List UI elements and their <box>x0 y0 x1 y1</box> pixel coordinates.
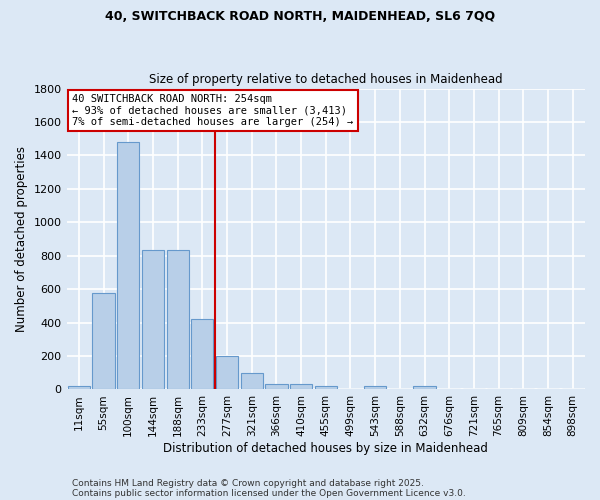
Title: Size of property relative to detached houses in Maidenhead: Size of property relative to detached ho… <box>149 73 503 86</box>
Bar <box>413 386 436 390</box>
Text: Contains public sector information licensed under the Open Government Licence v3: Contains public sector information licen… <box>72 488 466 498</box>
Bar <box>265 384 287 390</box>
Bar <box>241 372 263 390</box>
Text: 40 SWITCHBACK ROAD NORTH: 254sqm
← 93% of detached houses are smaller (3,413)
7%: 40 SWITCHBACK ROAD NORTH: 254sqm ← 93% o… <box>72 94 353 128</box>
Bar <box>142 250 164 390</box>
Bar <box>68 386 90 390</box>
Bar <box>167 250 189 390</box>
Text: 40, SWITCHBACK ROAD NORTH, MAIDENHEAD, SL6 7QQ: 40, SWITCHBACK ROAD NORTH, MAIDENHEAD, S… <box>105 10 495 23</box>
Bar <box>92 292 115 390</box>
Text: Contains HM Land Registry data © Crown copyright and database right 2025.: Contains HM Land Registry data © Crown c… <box>72 478 424 488</box>
Bar <box>314 386 337 390</box>
Bar <box>290 384 312 390</box>
Bar <box>117 142 139 390</box>
X-axis label: Distribution of detached houses by size in Maidenhead: Distribution of detached houses by size … <box>163 442 488 455</box>
Bar <box>364 386 386 390</box>
Bar <box>216 356 238 390</box>
Bar <box>191 319 214 390</box>
Y-axis label: Number of detached properties: Number of detached properties <box>15 146 28 332</box>
